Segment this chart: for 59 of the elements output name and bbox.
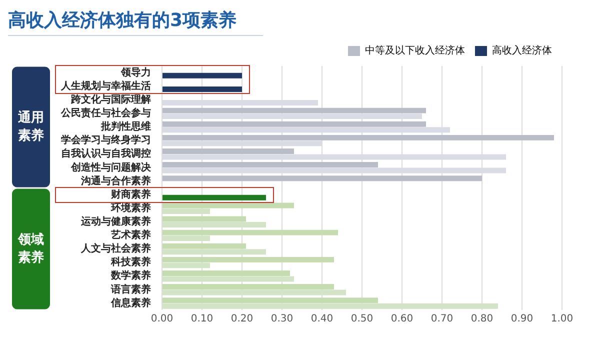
bar — [162, 176, 482, 182]
bar — [162, 222, 266, 228]
y-tick-label: 批判性思维 — [100, 120, 151, 133]
y-tick-label: 信息素养 — [110, 296, 151, 309]
y-tick-label: 人生规划与幸福生活 — [60, 80, 151, 92]
y-tick-label: 科技素养 — [110, 256, 151, 268]
x-tick-label: 0.90 — [510, 314, 534, 325]
bar — [162, 148, 294, 154]
x-tick-label: 0.50 — [350, 314, 374, 325]
bar — [162, 194, 266, 200]
y-tick-label: 自我认识与自我调控 — [61, 148, 151, 160]
x-tick-label: 1.00 — [550, 314, 574, 325]
y-tick-label: 艺术素养 — [110, 229, 151, 242]
bar — [162, 270, 290, 276]
bar — [162, 134, 554, 140]
y-tick-label: 数学素养 — [110, 270, 151, 282]
bar — [162, 72, 242, 78]
bar — [162, 262, 210, 268]
y-tick-label: 环境素养 — [110, 202, 151, 214]
y-tick-label: 学会学习与终身学习 — [61, 134, 151, 146]
bar — [162, 121, 426, 127]
x-tick-label: 0.30 — [270, 314, 294, 325]
x-tick-label: 0.20 — [230, 314, 254, 325]
bar — [162, 230, 338, 236]
y-tick-label: 人文与社会素养 — [80, 242, 151, 255]
bar — [162, 108, 426, 114]
bar — [162, 236, 210, 242]
legend-label: 中等及以下收入经济体 — [365, 44, 465, 57]
y-tick-label: 跨文化与国际理解 — [70, 93, 151, 106]
bar — [162, 290, 346, 296]
y-tick-label: 财商素养 — [110, 188, 151, 200]
x-tick-label: 0.00 — [150, 314, 174, 325]
y-tick-label: 运动与健康素养 — [80, 215, 151, 228]
bar — [162, 249, 266, 255]
x-tick-label: 0.70 — [430, 314, 454, 325]
bar — [162, 303, 498, 309]
bar — [162, 256, 334, 262]
bar — [162, 243, 246, 249]
chart-title: 高收入经济体独有的3项素养 — [8, 8, 263, 36]
bar — [162, 208, 210, 214]
x-tick-label: 0.80 — [470, 314, 494, 325]
bar — [162, 276, 294, 282]
y-tick-label: 语言素养 — [110, 283, 151, 296]
bar — [162, 162, 378, 168]
x-tick-label: 0.40 — [310, 314, 334, 325]
bar — [162, 298, 378, 304]
x-tick-label: 0.10 — [190, 314, 214, 325]
legend-label: 高收入经济体 — [492, 44, 552, 57]
y-tick-label: 领导力 — [120, 66, 151, 78]
y-tick-label: 创造性与问题解决 — [70, 161, 152, 174]
y-tick-label: 公民责任与社会参与 — [60, 107, 151, 120]
y-tick-label: 沟通与合作素养 — [80, 174, 151, 187]
bar — [162, 216, 246, 222]
text: 领域素养 — [17, 232, 44, 266]
text: 通用素养 — [17, 109, 44, 144]
bar — [162, 202, 294, 208]
x-tick-label: 0.60 — [390, 314, 414, 325]
bar — [162, 86, 242, 92]
bar — [162, 284, 334, 290]
